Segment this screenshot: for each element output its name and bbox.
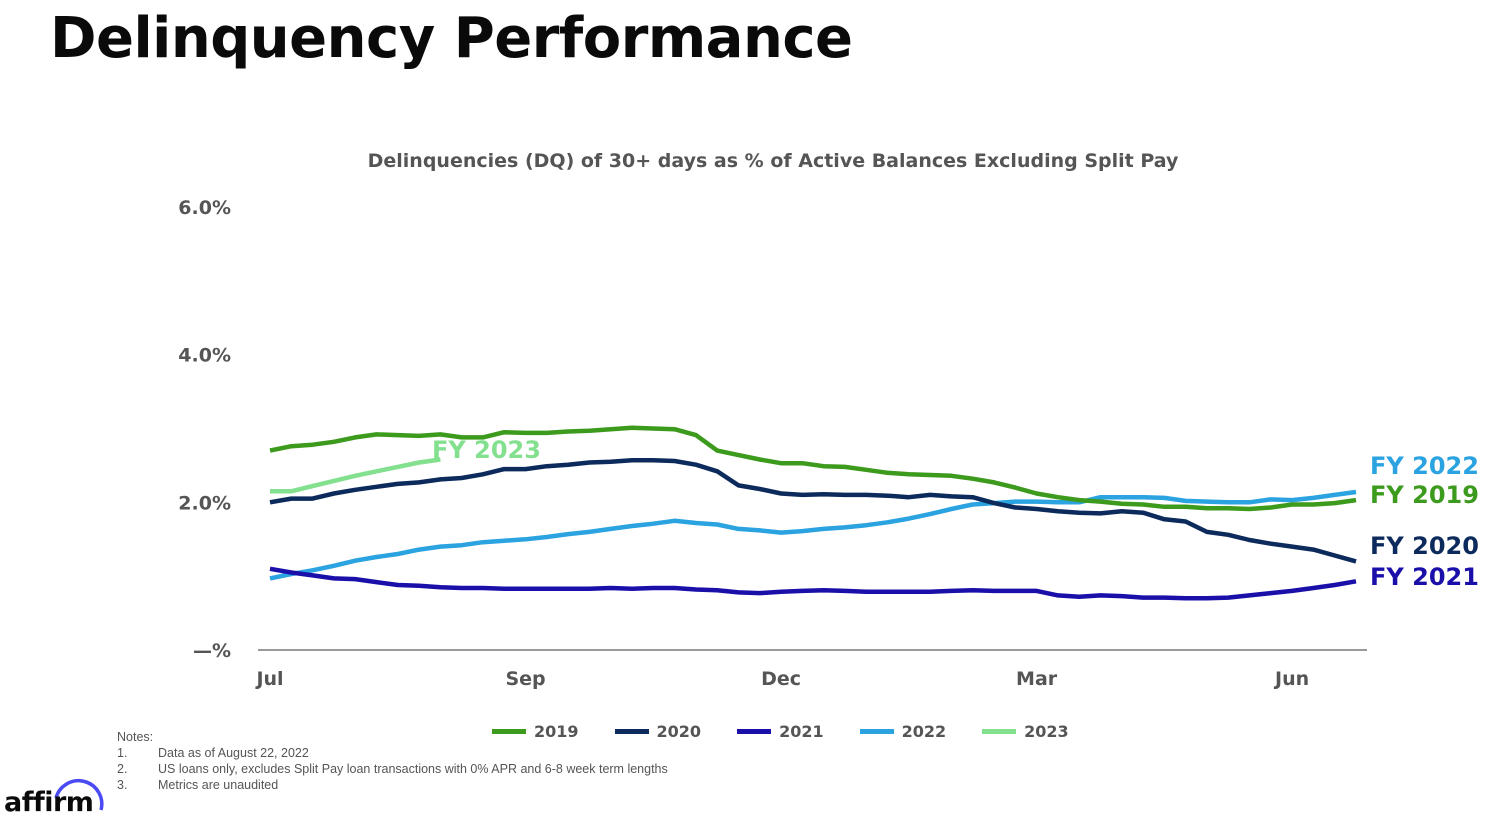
legend-swatch: [737, 729, 772, 734]
x-tick-label: Sep: [505, 668, 545, 690]
y-axis: 6.0% 4.0% 2.0% —%: [178, 197, 231, 662]
logo-arc-icon: [54, 778, 104, 811]
note-number: 2.: [117, 762, 128, 776]
series-line-2019: [269, 425, 1357, 512]
legend-item-2020: 2020: [614, 722, 702, 741]
note-item: 3. Metrics are unaudited: [117, 777, 668, 793]
series-lines: [269, 425, 1357, 601]
series-labels: FY 2019 FY 2020 FY 2021 FY 2022 FY 2023: [432, 436, 1479, 591]
x-tick-label: Mar: [1016, 668, 1058, 690]
chart-title: Delinquencies (DQ) of 30+ days as % of A…: [367, 150, 1179, 172]
legend-label: 2020: [656, 722, 702, 741]
legend-item-2023: 2023: [982, 722, 1069, 741]
series-end-label-2023: FY 2023: [432, 436, 541, 464]
note-item: 2. US loans only, excludes Split Pay loa…: [117, 761, 668, 777]
logo-wordmark: affirm: [4, 787, 94, 818]
series-line-2021: [269, 566, 1357, 601]
legend-swatch: [614, 729, 649, 734]
note-text: Data as of August 22, 2022: [158, 746, 309, 760]
note-text: US loans only, excludes Split Pay loan t…: [158, 762, 668, 776]
x-tick-label: Jul: [254, 668, 283, 690]
line-chart: 6.0%4.0%2.0%—% Jul Sep Dec Mar Jun FY 2019FY…: [178, 197, 1479, 690]
legend-item-2021: 2021: [737, 722, 824, 741]
y-tick-label: 4.0%: [178, 345, 231, 367]
series-end-label-2021: FY 2021: [1370, 563, 1479, 591]
x-axis: Jul Sep Dec Mar Jun: [254, 668, 1309, 690]
note-number: 1.: [117, 746, 128, 760]
y-tick-label: —%: [193, 640, 231, 662]
x-tick-label: Jun: [1273, 668, 1309, 690]
y-tick-label: 2.0%: [178, 492, 231, 514]
series-end-label-2022: FY 2022: [1370, 452, 1479, 480]
legend-label: 2019: [534, 722, 579, 741]
series-line-2022: [269, 489, 1357, 581]
x-tick-label: Dec: [761, 668, 801, 690]
legend-label: 2022: [901, 722, 947, 741]
note-number: 3.: [117, 778, 128, 792]
legend-item-2019: 2019: [492, 722, 579, 741]
legend-swatch: [859, 729, 894, 734]
legend-swatch: [982, 729, 1017, 734]
legend-label: 2021: [779, 722, 824, 741]
series-line-2023: [270, 457, 441, 494]
note-text: Metrics are unaudited: [158, 778, 279, 792]
legend-item-2022: 2022: [859, 722, 947, 741]
legend-swatch: [492, 729, 526, 734]
notes-heading: Notes:: [117, 730, 154, 744]
footnotes: Notes: 1. Data as of August 22, 2022 2. …: [117, 729, 668, 793]
page-title: Delinquency Performance: [50, 6, 853, 71]
affirm-logo: affirm: [4, 772, 104, 818]
legend-label: 2023: [1024, 722, 1069, 741]
series-end-label-2019: FY 2019: [1370, 481, 1479, 509]
legend: 2019 2020 2021 2022 2023: [492, 722, 1105, 741]
y-tick-label: 6.0%: [178, 197, 231, 219]
note-item: 1. Data as of August 22, 2022: [117, 745, 668, 761]
series-line-2020: [269, 457, 1357, 564]
series-end-label-2020: FY 2020: [1370, 532, 1479, 560]
